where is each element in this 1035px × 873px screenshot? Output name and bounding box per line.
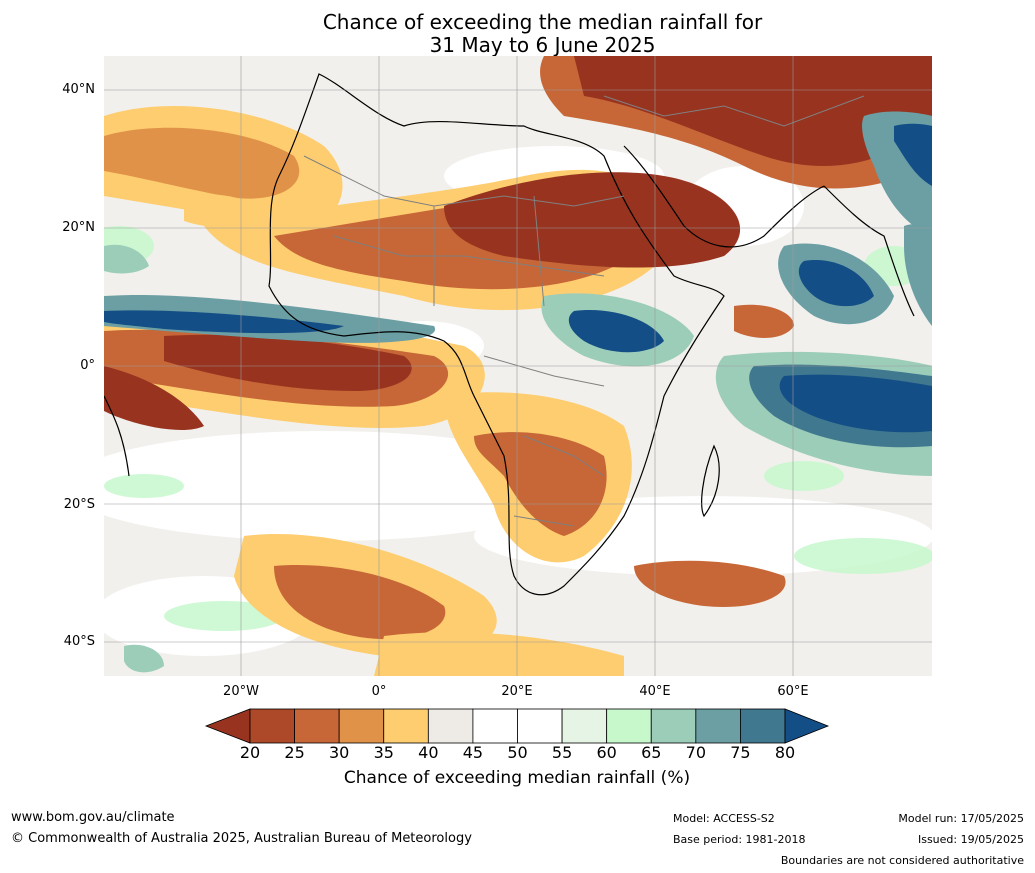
colorbar-bin bbox=[472, 708, 518, 744]
colorbar-tick-label: 80 bbox=[774, 743, 796, 762]
colorbar-bin bbox=[383, 708, 429, 744]
colorbar-tick-label: 55 bbox=[551, 743, 573, 762]
colorbar-extend-high bbox=[784, 708, 830, 744]
colorbar-bin bbox=[606, 708, 652, 744]
lat-label-40s: 40°S bbox=[63, 634, 95, 649]
dry-regions bbox=[104, 56, 932, 676]
copyright-text: © Commonwealth of Australia 2025, Austra… bbox=[11, 831, 472, 846]
colorbar-extend-low bbox=[204, 708, 251, 744]
colorbar-tick-label: 50 bbox=[507, 743, 528, 762]
colorbar-bin bbox=[338, 708, 385, 744]
colorbar-bin bbox=[427, 708, 474, 744]
colorbar-tick-label: 70 bbox=[685, 743, 706, 762]
model-text: Model: ACCESS-S2 bbox=[673, 812, 775, 825]
lon-label-0: 0° bbox=[371, 684, 387, 699]
lat-label-0: 0° bbox=[80, 358, 95, 373]
coastlines bbox=[104, 73, 915, 596]
issued-text: Issued: 19/05/2025 bbox=[917, 833, 1024, 846]
rainfall-map bbox=[104, 56, 932, 676]
lon-label-20w: 20°W bbox=[223, 684, 259, 699]
colorbar-bin bbox=[294, 708, 340, 744]
colorbar-tick-label: 45 bbox=[462, 743, 484, 762]
lat-label-20s: 20°S bbox=[63, 497, 95, 512]
colorbar-tick-label: 75 bbox=[730, 743, 751, 762]
colorbar-label: Chance of exceeding median rainfall (%) bbox=[343, 768, 691, 788]
lat-label-40n: 40°N bbox=[62, 82, 95, 97]
colorbar-tick-label: 35 bbox=[373, 743, 394, 762]
colorbar-bin bbox=[740, 708, 786, 744]
colorbar-tick-label: 65 bbox=[641, 743, 662, 762]
website-link[interactable]: www.bom.gov.au/climate bbox=[11, 810, 175, 825]
colorbar bbox=[204, 708, 830, 744]
lat-label-20n: 20°N bbox=[62, 220, 95, 235]
colorbar-tick-label: 30 bbox=[328, 743, 350, 762]
chart-title-line2: 31 May to 6 June 2025 bbox=[429, 33, 656, 57]
colorbar-bin bbox=[249, 708, 295, 744]
colorbar-tick-label: 60 bbox=[596, 743, 617, 762]
country-boundaries bbox=[303, 95, 865, 527]
colorbar-tick-label: 40 bbox=[418, 743, 439, 762]
wet-regions bbox=[104, 111, 932, 673]
colorbar-tick-label: 20 bbox=[239, 743, 261, 762]
colorbar-bin bbox=[650, 708, 697, 744]
graticule bbox=[104, 56, 932, 676]
base-period-text: Base period: 1981-2018 bbox=[673, 833, 806, 846]
model-run-text: Model run: 17/05/2025 bbox=[898, 812, 1024, 825]
lon-label-40e: 40°E bbox=[639, 684, 671, 699]
colorbar-tick-label: 25 bbox=[284, 743, 305, 762]
lon-label-60e: 60°E bbox=[777, 684, 809, 699]
colorbar-bin bbox=[517, 708, 563, 744]
lon-label-20e: 20°E bbox=[501, 684, 533, 699]
colorbar-bin bbox=[695, 708, 741, 744]
colorbar-bin bbox=[561, 708, 608, 744]
disclaimer-text: Boundaries are not considered authoritat… bbox=[780, 854, 1024, 867]
chart-title-line1: Chance of exceeding the median rainfall … bbox=[322, 10, 763, 34]
